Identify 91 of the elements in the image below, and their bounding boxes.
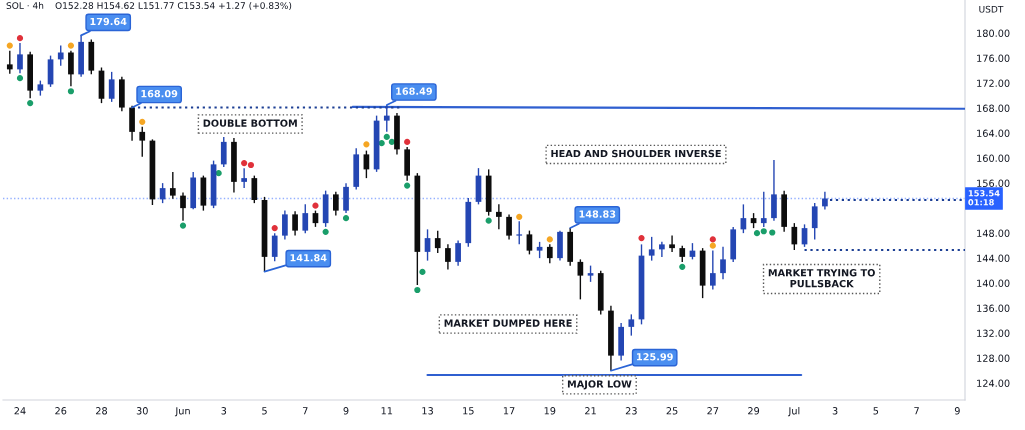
x-tick-label: 30 [136,407,148,415]
x-tick-label: 23 [625,407,637,415]
candlestick [811,202,818,241]
x-tick-label: 21 [585,407,596,415]
candlestick [760,191,767,228]
annotation: 179.64 [90,17,127,26]
candlestick [108,71,115,103]
ref-line-label: 153.54 01:18 [968,190,1000,206]
candlestick [271,232,278,262]
candlestick [791,222,798,251]
candlestick [332,191,339,217]
y-tick-label: 164.00 [977,129,1010,137]
x-tick-label: 26 [55,407,67,415]
candlestick [496,203,502,231]
candlestick [516,220,523,246]
x-tick-label: Jul [787,406,800,417]
x-tick-label: 3 [832,407,838,415]
x-tick-label: 11 [381,407,393,415]
candlestick [17,42,23,74]
candlestick [506,213,512,241]
y-tick-label: 132.00 [977,329,1010,337]
candlestick [343,182,349,214]
y-axis-title: USDT [979,5,1004,13]
candlestick [139,126,146,158]
x-tick-label: 24 [14,407,26,415]
y-tick-label: 148.00 [977,229,1010,237]
y-tick-label: 176.00 [977,54,1010,62]
annotation: 168.09 [141,89,178,98]
candlestick [169,171,176,200]
y-tick-label: 156.00 [977,179,1010,187]
y-tick-label: 124.00 [977,379,1010,387]
annotation: 148.83 [579,210,616,218]
x-tick-label: 5 [873,407,879,415]
chart-title: SOL · 4h [6,2,44,9]
annotation: MARKET DUMPED HERE [444,319,572,327]
candlestick [6,49,13,75]
candlestick [659,241,665,258]
y-tick-label: 180.00 [977,29,1010,37]
candlestick [180,191,186,222]
candlestick [455,239,461,267]
x-tick-label: 7 [302,407,308,415]
y-tick-label: 136.00 [977,304,1010,312]
annotation: DOUBLE BOTTOM [203,119,297,127]
x-tick-label: 3 [221,407,227,415]
candlestick [526,229,533,256]
annotation: MAJOR LOW [567,380,632,390]
y-tick-label: 168.00 [977,104,1010,112]
candlestick [302,203,309,234]
y-tick-label: 160.00 [977,154,1010,162]
x-tick-label: Jun [174,407,190,417]
candlestick [282,209,288,241]
annotation: 168.49 [396,87,433,95]
candlestick [220,136,227,168]
x-tick-label: 13 [422,407,433,415]
candlestick [434,229,441,254]
y-tick-label: 172.00 [977,79,1010,87]
x-tick-label: 9 [954,407,960,415]
candlestick [648,236,655,262]
x-tick-label: 25 [666,407,678,415]
candlestick [241,167,247,189]
candlestick [251,174,258,204]
annotation: HEAD AND SHOULDER INVERSE [551,149,721,158]
annotation: MARKET TRYING TO PULLSBACK [768,269,875,288]
candlestick [445,243,451,271]
x-tick-label: 27 [707,407,719,415]
candlestick [628,313,635,337]
annotation: 125.99 [637,353,673,361]
x-tick-label: 7 [914,407,919,415]
candlestick [424,228,431,262]
candlestick [709,249,716,291]
candlestick [68,49,74,87]
x-tick-label: 17 [503,407,515,415]
x-tick-label: 29 [748,407,760,415]
y-tick-label: 140.00 [977,279,1010,287]
candlestick [546,243,553,264]
x-tick-label: 15 [463,407,474,415]
candlestick [292,210,298,237]
candlestick [383,104,390,133]
y-tick-label: 128.00 [977,354,1010,362]
chart-subtitle: O152.28 H154.62 L151.77 C153.54 +1.27 (+0.83%) [55,2,292,11]
candlestick [771,159,777,222]
y-tick-label: 144.00 [977,254,1010,262]
annotation: 141.84 [290,254,327,262]
x-tick-label: 19 [544,407,556,415]
x-tick-label: 5 [262,407,267,415]
x-tick-label: 9 [343,407,349,415]
candlestick [669,234,675,253]
candlestick [57,44,64,67]
x-tick-label: 28 [96,407,108,415]
candlestick [720,246,726,281]
candlestick [577,258,584,301]
